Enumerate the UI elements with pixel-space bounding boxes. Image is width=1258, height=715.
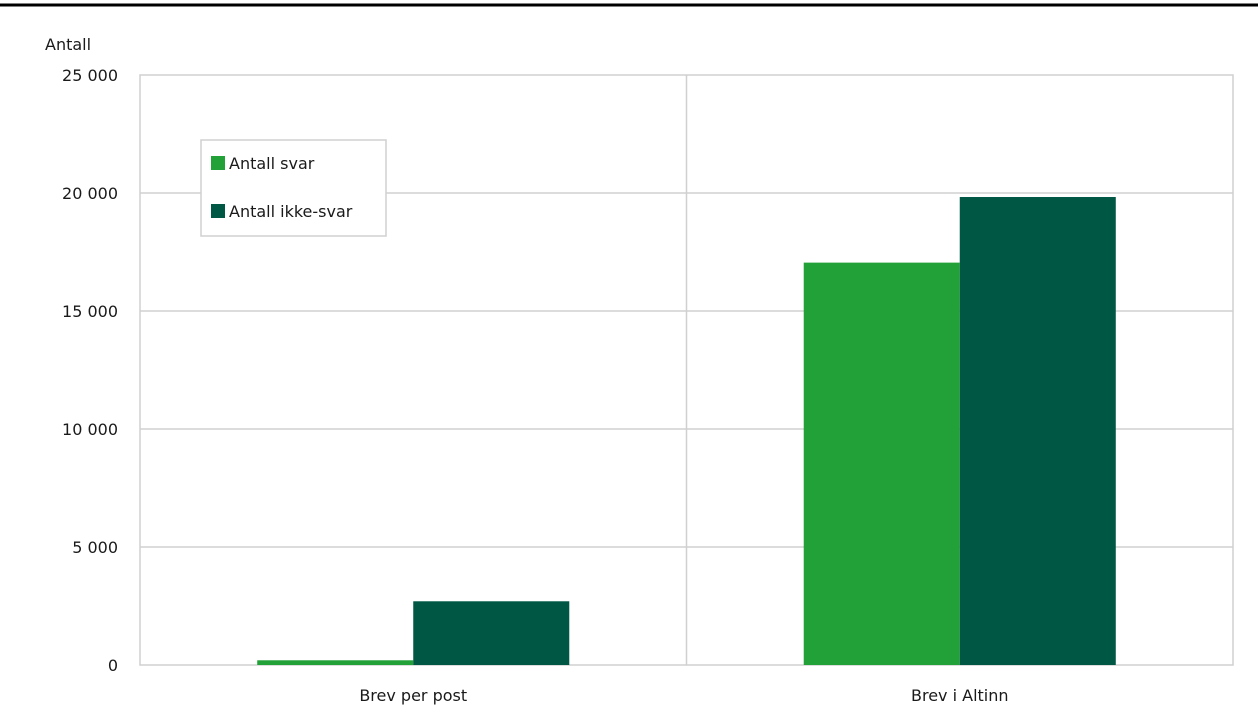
bar-ikke-svar-1 [413, 601, 570, 665]
y-tick-label: 25 000 [62, 66, 118, 85]
legend-label: Antall svar [229, 154, 315, 173]
legend-swatch [211, 156, 225, 170]
y-tick-label: 20 000 [62, 184, 118, 203]
bar-svar-2 [803, 262, 960, 665]
y-tick-label: 10 000 [62, 420, 118, 439]
x-tick-label: Brev i Altinn [911, 686, 1009, 705]
legend-box [200, 139, 387, 237]
bar-ikke-svar-2 [959, 197, 1116, 665]
y-tick-label: 5 000 [72, 538, 118, 557]
x-axis-ticks: Brev per post Brev i Altinn [359, 686, 1008, 705]
y-axis-ticks: 0 5 000 10 000 15 000 20 000 25 000 [62, 66, 118, 675]
legend-label: Antall ikke-svar [229, 202, 353, 221]
bars [257, 197, 1116, 665]
y-tick-label: 0 [108, 656, 118, 675]
x-tick-label: Brev per post [359, 686, 467, 705]
legend-swatch [211, 204, 225, 218]
y-axis-label: Antall [45, 35, 91, 54]
bar-svar-1 [257, 660, 414, 665]
y-tick-label: 15 000 [62, 302, 118, 321]
legend: Antall svar Antall ikke-svar [200, 139, 387, 237]
